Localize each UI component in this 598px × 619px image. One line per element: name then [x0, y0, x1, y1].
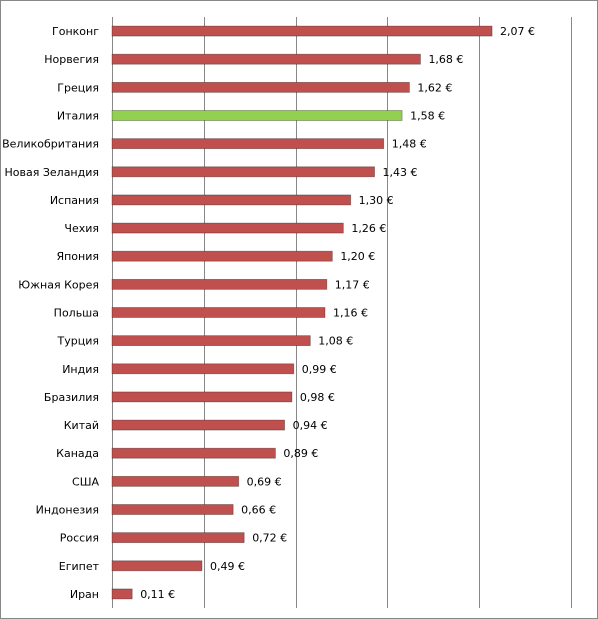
value-label: 0,94 €: [293, 419, 328, 432]
value-label: 1,20 €: [340, 250, 375, 263]
y-tick-label: Чехия: [64, 222, 99, 235]
bar: [111, 25, 493, 37]
y-tick-label: Китай: [64, 419, 99, 432]
bar: [111, 194, 352, 206]
bar: [111, 335, 311, 347]
bar: [111, 138, 385, 150]
y-tick-label: Новая Зеландия: [5, 166, 100, 179]
y-tick-label: США: [72, 475, 99, 488]
bar: [111, 363, 295, 375]
value-label: 0,98 €: [300, 391, 335, 404]
value-label: 1,17 €: [335, 278, 370, 291]
bar: [111, 419, 285, 431]
value-label: 1,43 €: [383, 166, 418, 179]
y-tick-label: Канада: [56, 447, 99, 460]
y-tick-label: Великобритания: [2, 138, 99, 151]
value-label: 2,07 €: [500, 25, 535, 38]
bar: [111, 475, 240, 487]
bar: [111, 222, 344, 234]
value-label: 1,26 €: [351, 222, 386, 235]
bar: [111, 588, 133, 600]
bar: [111, 447, 276, 459]
bar: [111, 307, 326, 318]
y-tick-label: Италия: [57, 110, 99, 123]
value-label: 0,49 €: [210, 560, 245, 573]
bar: [111, 250, 333, 262]
bar: [111, 81, 410, 93]
value-label: 1,16 €: [333, 307, 368, 320]
y-tick-label: Иран: [70, 588, 99, 601]
value-label: 1,30 €: [359, 194, 394, 207]
y-tick-label: Индия: [62, 363, 99, 376]
value-label: 1,68 €: [428, 53, 463, 66]
bar: [111, 53, 421, 65]
value-label: 1,48 €: [392, 138, 427, 151]
value-label: 0,11 €: [140, 588, 175, 601]
y-tick-label: Гонконг: [52, 25, 99, 38]
bar: [111, 504, 234, 515]
value-label: 0,66 €: [241, 504, 276, 517]
y-tick-label: Южная Корея: [18, 278, 99, 291]
value-label: 1,58 €: [410, 110, 445, 123]
value-label: 0,72 €: [252, 532, 287, 545]
bar: [111, 391, 293, 403]
y-tick-label: Индонезия: [36, 504, 99, 517]
value-label: 1,62 €: [417, 81, 452, 94]
value-label: 0,69 €: [247, 475, 282, 488]
bar: [111, 532, 245, 544]
bar: [111, 110, 403, 121]
bar: [111, 278, 328, 290]
y-tick-label: Испания: [50, 194, 99, 207]
y-tick-label: Бразилия: [44, 391, 99, 404]
y-tick-label: Греция: [57, 81, 99, 94]
value-label: 1,08 €: [318, 335, 353, 348]
y-tick-label: Египет: [59, 560, 100, 573]
bar: [111, 560, 203, 572]
value-label: 0,99 €: [302, 363, 337, 376]
value-label: 0,89 €: [283, 447, 318, 460]
y-tick-label: Польша: [54, 307, 99, 320]
y-tick-label: Турция: [57, 335, 99, 348]
bar: [111, 166, 375, 178]
y-tick-label: Россия: [60, 532, 99, 545]
y-tick-label: Норвегия: [44, 53, 99, 66]
y-tick-label: Япония: [56, 250, 99, 263]
